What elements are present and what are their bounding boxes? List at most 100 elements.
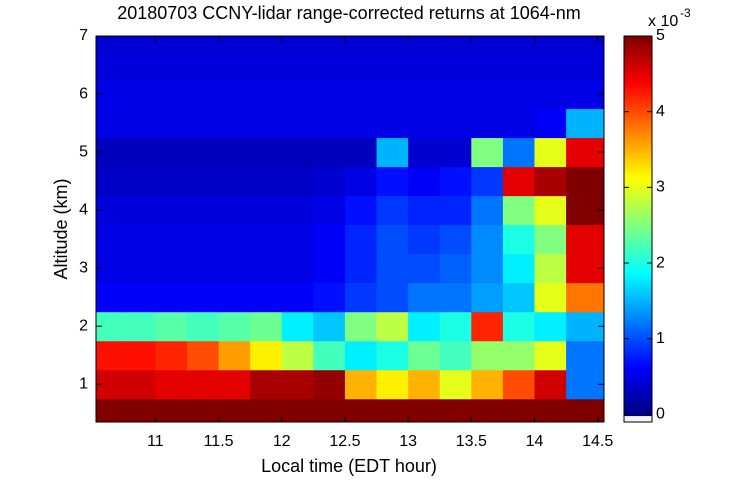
colorbar-segment bbox=[624, 68, 652, 72]
heatmap-cell bbox=[344, 137, 378, 168]
heatmap bbox=[96, 36, 605, 423]
colorbar-segment bbox=[624, 126, 652, 130]
heatmap-cell bbox=[96, 50, 125, 81]
colorbar-segment bbox=[624, 103, 652, 108]
heatmap-cell bbox=[281, 253, 314, 284]
heatmap-cell bbox=[186, 311, 220, 342]
colorbar-segment bbox=[624, 290, 652, 294]
heatmap-cell bbox=[502, 253, 535, 284]
heatmap-cell bbox=[155, 166, 188, 197]
heatmap-cell bbox=[439, 282, 472, 313]
heatmap-cell bbox=[502, 369, 535, 400]
colorbar-segment bbox=[624, 77, 652, 82]
y-tick-label: 2 bbox=[79, 317, 88, 334]
plot-frame bbox=[95, 35, 605, 423]
colorbar-segment bbox=[624, 232, 652, 236]
colorbar-segment bbox=[624, 84, 652, 88]
heatmap-cell bbox=[344, 369, 378, 400]
heatmap-cell bbox=[250, 253, 283, 284]
colorbar-segment bbox=[624, 138, 652, 143]
y-tick-label: 4 bbox=[79, 201, 88, 218]
colorbar-segment bbox=[624, 274, 652, 278]
heatmap-cell bbox=[218, 282, 251, 313]
colorbar-segment bbox=[624, 264, 652, 269]
heatmap-cell bbox=[96, 36, 125, 52]
heatmap-cell bbox=[250, 282, 283, 313]
heatmap-cell bbox=[281, 398, 314, 423]
heatmap-cell bbox=[155, 253, 188, 284]
heatmap-cell bbox=[376, 166, 409, 197]
heatmap-cell bbox=[502, 166, 535, 197]
colorbar-segment bbox=[624, 151, 652, 156]
heatmap-cell bbox=[344, 311, 378, 342]
colorbar-segment bbox=[624, 193, 652, 198]
heatmap-cell bbox=[566, 36, 605, 52]
heatmap-cell bbox=[534, 166, 567, 197]
heatmap-cell bbox=[408, 195, 441, 226]
heatmap-cell bbox=[218, 195, 251, 226]
heatmap-cell bbox=[439, 137, 472, 168]
heatmap-cell bbox=[155, 50, 188, 81]
colorbar-segment bbox=[624, 412, 652, 417]
colorbar-segment bbox=[624, 405, 652, 410]
colorbar-segment bbox=[624, 257, 652, 262]
heatmap-cell bbox=[250, 137, 283, 168]
heatmap-cell bbox=[344, 253, 378, 284]
x-tick-label: 14 bbox=[526, 433, 544, 450]
heatmap-cell bbox=[218, 50, 251, 81]
heatmap-cell bbox=[566, 166, 605, 197]
x-tick-label: 13.5 bbox=[456, 433, 487, 450]
heatmap-cell bbox=[281, 50, 314, 81]
heatmap-cell bbox=[250, 166, 283, 197]
heatmap-cell bbox=[471, 195, 504, 226]
heatmap-cell bbox=[123, 398, 156, 423]
colorbar-segment bbox=[624, 222, 652, 227]
heatmap-cell bbox=[376, 369, 409, 400]
heatmap-cell bbox=[376, 282, 409, 313]
heatmap-cell bbox=[186, 369, 220, 400]
colorbar-tick-label: 4 bbox=[656, 103, 665, 120]
heatmap-cell bbox=[313, 253, 346, 284]
heatmap-cell bbox=[439, 224, 472, 255]
heatmap-cell bbox=[186, 137, 220, 168]
heatmap-cell bbox=[155, 137, 188, 168]
heatmap-cell bbox=[96, 224, 125, 255]
colorbar-segment bbox=[624, 357, 652, 362]
colorbar-segment bbox=[624, 280, 652, 285]
colorbar-segment bbox=[624, 190, 652, 195]
heatmap-cell bbox=[250, 340, 283, 371]
heatmap-cell bbox=[186, 108, 220, 139]
heatmap-cell bbox=[502, 108, 535, 139]
heatmap-cell bbox=[186, 340, 220, 371]
heatmap-cell bbox=[471, 340, 504, 371]
colorbar-segment bbox=[624, 351, 652, 355]
heatmap-cell bbox=[344, 50, 378, 81]
heatmap-cell bbox=[408, 369, 441, 400]
heatmap-cell bbox=[376, 108, 409, 139]
colorbar-segment bbox=[624, 354, 652, 359]
heatmap-cell bbox=[502, 36, 535, 52]
heatmap-cell bbox=[96, 398, 125, 423]
colorbar-segment bbox=[624, 196, 652, 201]
colorbar-segment bbox=[624, 283, 652, 288]
colorbar-segment bbox=[624, 135, 652, 140]
heatmap-cell bbox=[534, 253, 567, 284]
heatmap-cell bbox=[313, 224, 346, 255]
y-tick-label: 7 bbox=[79, 27, 88, 44]
colorbar-segment bbox=[624, 200, 652, 204]
heatmap-cell bbox=[439, 36, 472, 52]
heatmap-cell bbox=[313, 166, 346, 197]
heatmap-cell bbox=[502, 79, 535, 110]
heatmap-cell bbox=[534, 340, 567, 371]
heatmap-cell bbox=[408, 340, 441, 371]
colorbar-segment bbox=[624, 81, 652, 85]
colorbar-segment bbox=[624, 100, 652, 105]
colorbar-segment bbox=[624, 335, 652, 339]
heatmap-cell bbox=[186, 79, 220, 110]
heatmap-cell bbox=[376, 50, 409, 81]
heatmap-cell bbox=[408, 253, 441, 284]
y-tick-label: 6 bbox=[79, 85, 88, 102]
heatmap-cell bbox=[344, 398, 378, 423]
colorbar-segment bbox=[624, 90, 652, 95]
colorbar-tick-label: 5 bbox=[656, 27, 665, 44]
